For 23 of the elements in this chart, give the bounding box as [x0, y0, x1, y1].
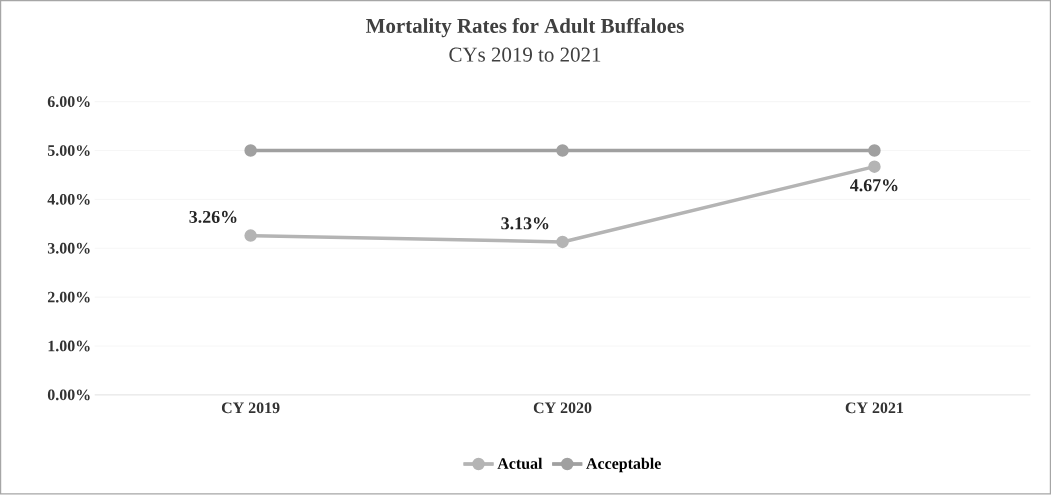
point	[244, 144, 257, 158]
legend-label: Acceptable	[586, 457, 661, 473]
data-label: 3.13%	[501, 217, 549, 230]
point	[244, 229, 257, 243]
x-tick-label: CY 2019	[221, 402, 280, 414]
x-tick-label: CY 2020	[533, 402, 592, 414]
y-tick-label: 3.00%	[47, 243, 90, 254]
point	[556, 235, 569, 249]
point	[556, 144, 569, 158]
y-tick-label: 6.00%	[47, 96, 90, 108]
y-tick-label: 5.00%	[47, 145, 90, 157]
y-tick-label: 0.00%	[47, 389, 90, 401]
chart-subtitle: CYs 2019 to 2021	[449, 47, 601, 62]
legend-label: Actual	[497, 457, 543, 470]
x-tick-label: CY 2021	[845, 402, 904, 414]
chart-title: Mortality Rates for Adult Buffaloes	[366, 18, 684, 38]
y-tick-label: 2.00%	[47, 291, 90, 303]
data-label: 4.67%	[850, 179, 898, 192]
point	[868, 144, 881, 158]
point	[868, 160, 881, 174]
y-tick-label: 1.00%	[48, 340, 90, 352]
y-tick-label: 4.00%	[47, 194, 90, 206]
data-label: 3.26%	[189, 211, 237, 224]
